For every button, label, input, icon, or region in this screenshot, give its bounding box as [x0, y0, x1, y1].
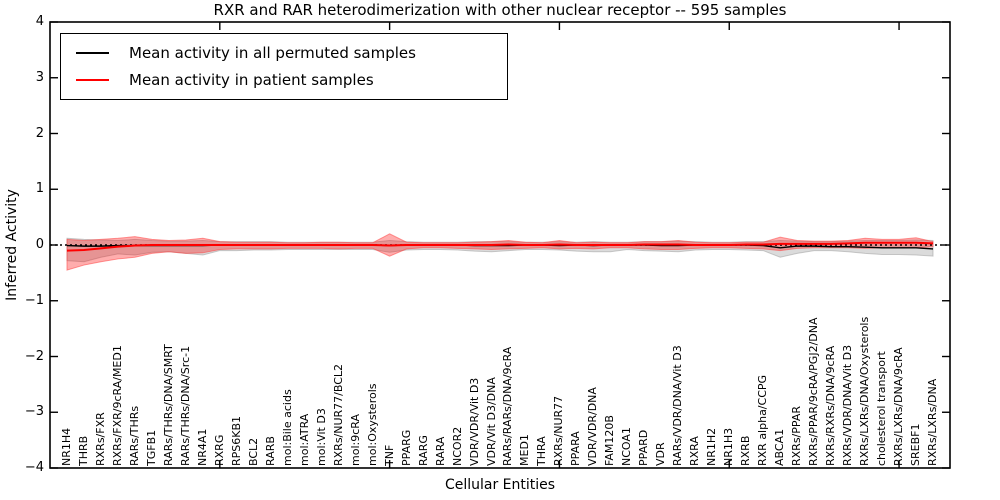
x-tick-label: NR1H3	[722, 427, 736, 466]
x-tick-label: RXRs/PPAR	[790, 406, 804, 466]
x-tick-label: NCOA1	[620, 427, 634, 466]
patient-band	[66, 233, 934, 271]
x-tick-label: RARB	[263, 436, 277, 466]
x-tick-label: RXRs/LXRs/DNA	[926, 378, 940, 466]
x-tick-label: RARs/THRs/DNA/SMRT	[161, 344, 175, 466]
x-tick-label: RXRs/FXR	[93, 412, 107, 466]
x-tick-label: RXRG	[212, 434, 226, 466]
y-tick-label: 4	[35, 14, 44, 29]
x-tick-label: NR1H2	[705, 427, 719, 466]
x-tick-label: RARs/THRs	[127, 405, 141, 466]
x-tick-label: RARA	[433, 436, 447, 466]
x-tick-label: RXRs/PPAR/9cRA/PGJ2/DNA	[807, 317, 821, 467]
x-tick-label: FAM120B	[603, 415, 617, 466]
x-tick-label: NR1H4	[59, 427, 73, 466]
y-tick-label: 0	[35, 237, 44, 252]
x-tick-label: RXR alpha/CCPG	[756, 374, 770, 466]
x-tick-label: RXRs/VDR/DNA/Vit D3	[841, 344, 855, 466]
x-tick-label: RXRs/NUR77/BCL2	[331, 363, 345, 466]
x-tick-label: TNF	[382, 444, 396, 466]
x-tick-label: RXRs/NUR77	[552, 395, 566, 466]
x-tick-label: NR4A1	[195, 428, 209, 466]
x-tick-label: RXRs/LXRs/DNA/9cRA	[892, 347, 906, 466]
x-tick-label: VDR/Vit D3/DNA	[484, 377, 498, 466]
y-tick-label: 1	[35, 181, 44, 197]
x-tick-label: RXRs/LXRs/DNA/Oxysterols	[858, 316, 872, 466]
x-tick-label: RARs/THRs/DNA/Src-1	[178, 345, 192, 466]
x-tick-label: RXRs/FXR/9cRA/MED1	[110, 345, 124, 466]
x-tick-label: RXRA	[688, 436, 702, 466]
x-tick-label: TGFB1	[144, 429, 158, 466]
y-tick-label: 3	[35, 69, 44, 85]
permuted-line-swatch	[76, 51, 109, 54]
x-tick-label: mol:Vit D3	[314, 408, 328, 466]
legend: Mean activity in all permuted samples Me…	[60, 33, 508, 100]
x-tick-label: mol:ATRA	[297, 413, 311, 466]
x-tick-label: BCL2	[246, 437, 260, 466]
y-tick-label: −3	[24, 404, 44, 420]
legend-item-permuted: Mean activity in all permuted samples	[61, 39, 507, 66]
x-tick-label: PPARD	[637, 429, 651, 466]
x-tick-label: cholesterol transport	[875, 351, 889, 466]
x-tick-label: NCOR2	[450, 426, 464, 466]
x-tick-label: RXRB	[739, 435, 753, 466]
y-tick-label: −2	[24, 348, 44, 364]
x-tick-label: THRB	[76, 435, 90, 466]
x-tick-label: ABCA1	[773, 428, 787, 466]
chart-title: RXR and RAR heterodimerization with othe…	[213, 1, 787, 19]
x-tick-label: THRA	[535, 436, 549, 466]
x-tick-label: MED1	[518, 434, 532, 466]
x-tick-label: mol:Oxysterols	[365, 383, 379, 467]
x-tick-label: mol:Bile acids	[280, 389, 294, 466]
patient-line-swatch	[76, 78, 109, 81]
x-tick-label: RXRs/RXRs/DNA/9cRA	[824, 345, 838, 466]
x-tick-label: PPARG	[399, 429, 413, 466]
x-tick-label: VDR	[654, 442, 668, 466]
legend-label-patient: Mean activity in patient samples	[129, 70, 374, 89]
legend-label-permuted: Mean activity in all permuted samples	[129, 43, 416, 62]
x-tick-label: VDR/VDR/Vit D3	[467, 377, 481, 466]
x-tick-label: RPS6KB1	[229, 415, 243, 466]
patient-mean-line	[66, 241, 934, 252]
x-tick-label: RARG	[416, 435, 430, 466]
x-tick-label: PPARA	[569, 431, 583, 466]
y-tick-label: −1	[24, 292, 44, 308]
x-tick-label: RARs/VDR/DNA/Vit D3	[671, 345, 685, 466]
x-axis-label: Cellular Entities	[444, 477, 556, 493]
x-tick-label: SREBF1	[909, 423, 923, 466]
x-tick-label: mol:9cRA	[348, 414, 362, 466]
y-tick-label: 2	[35, 125, 44, 141]
x-tick-label: VDR/VDR/DNA	[586, 387, 600, 466]
x-tick-label: RARs/RARs/DNA/9cRA	[501, 346, 515, 466]
legend-item-patient: Mean activity in patient samples	[61, 66, 507, 93]
y-tick-label: −4	[24, 460, 44, 475]
